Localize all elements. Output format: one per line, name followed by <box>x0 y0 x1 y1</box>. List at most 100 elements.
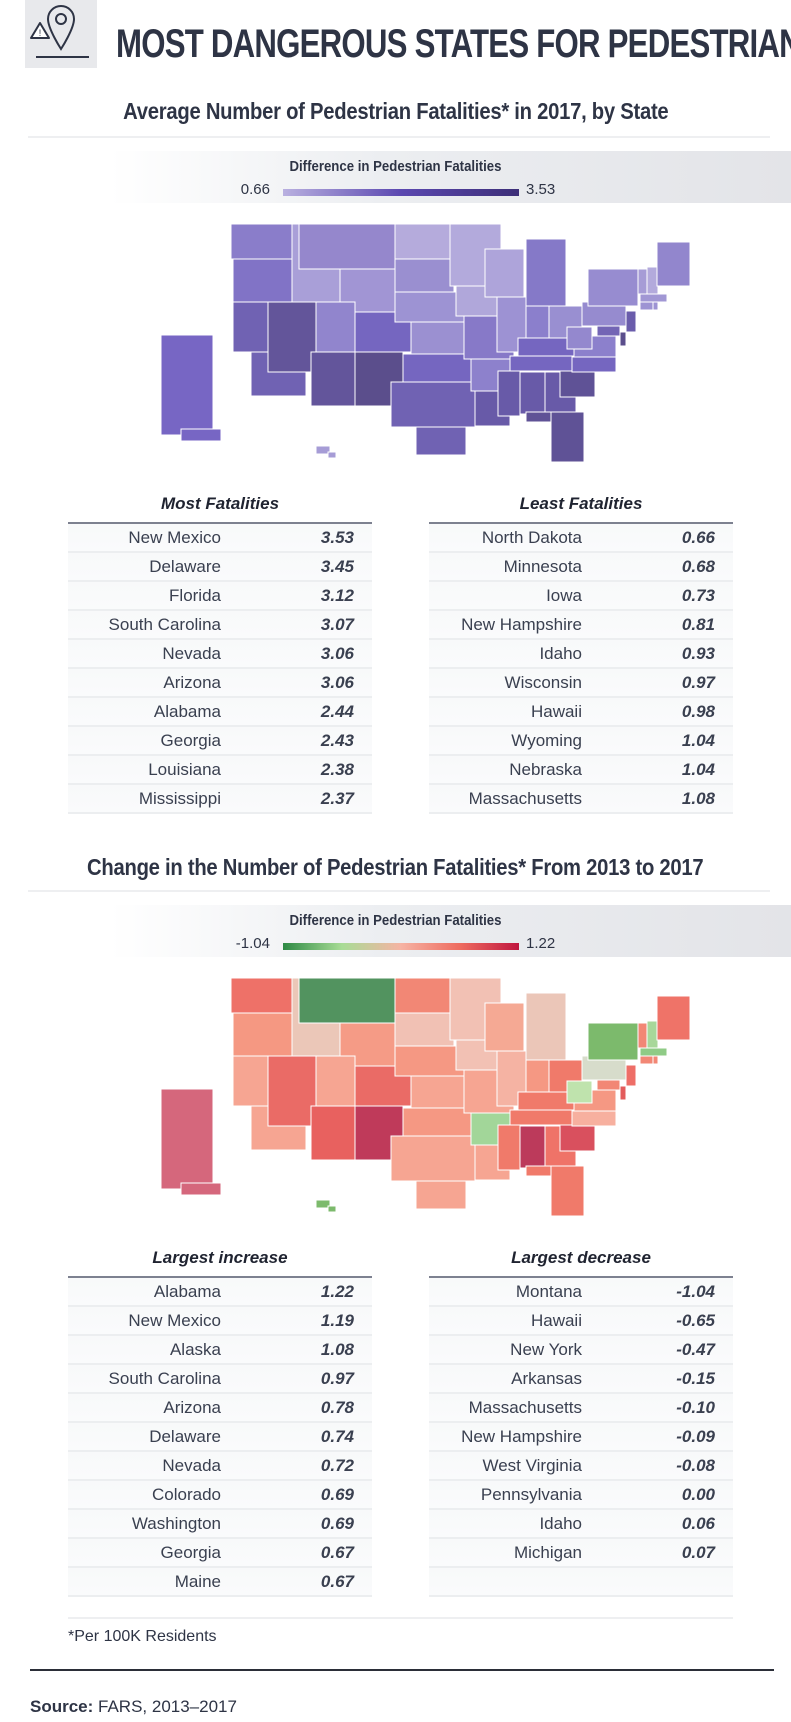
state-mt <box>298 223 396 270</box>
state-ks <box>410 321 472 355</box>
source: Source: FARS, 2013–2017 <box>30 1697 237 1717</box>
state-al <box>519 1125 546 1169</box>
state-wi <box>484 248 525 298</box>
table-row: Delaware 0.74 <box>68 1423 372 1452</box>
state-value: 2.38 <box>320 760 354 779</box>
state-nc <box>571 1110 617 1127</box>
state-ks <box>410 1075 472 1109</box>
state-name: Georgia <box>160 731 221 750</box>
table-row: Alabama 1.22 <box>68 1278 372 1307</box>
state-name: Idaho <box>539 644 582 663</box>
state-de <box>619 331 627 347</box>
state-name: Alabama <box>153 1282 221 1301</box>
state-ca <box>232 301 307 397</box>
table-row: Nevada 0.72 <box>68 1452 372 1481</box>
source-text: FARS, 2013–2017 <box>93 1697 237 1716</box>
state-name: Arizona <box>163 1398 221 1417</box>
state-mt <box>298 977 396 1024</box>
legend-title: Difference in Pedestrian Fatalities <box>289 912 502 929</box>
state-value: 0.97 <box>681 673 715 692</box>
state-name: Minnesota <box>503 557 582 576</box>
us-map-2017 <box>160 223 691 463</box>
state-vt <box>637 268 648 295</box>
state-ca <box>232 1055 307 1151</box>
state-value: -0.15 <box>676 1369 715 1388</box>
state-value: 1.19 <box>320 1311 354 1330</box>
state-hi <box>315 1199 337 1213</box>
table-heading: Least Fatalities <box>519 494 643 513</box>
state-value: 1.04 <box>681 731 715 750</box>
state-az <box>310 351 356 407</box>
state-value: 0.72 <box>320 1456 354 1475</box>
table-row: Alabama 2.44 <box>68 698 372 727</box>
state-me <box>656 241 691 287</box>
state-ma <box>639 293 668 303</box>
state-name: Arkansas <box>511 1369 582 1388</box>
state-name: Idaho <box>539 1514 582 1533</box>
state-name: Pennsylvania <box>480 1485 582 1504</box>
state-value: 1.22 <box>320 1282 354 1301</box>
state-sc <box>559 370 596 398</box>
state-mi <box>525 238 567 307</box>
table-row: South Carolina 0.97 <box>68 1365 372 1394</box>
state-sd <box>394 258 455 293</box>
page-title: MOST DANGEROUS STATES FOR PEDESTRIANS <box>116 22 791 66</box>
state-ky <box>517 337 575 357</box>
state-tx <box>390 381 482 456</box>
state-name: Louisiana <box>148 760 221 779</box>
state-name: New Hampshire <box>461 1427 582 1446</box>
state-tn <box>509 1109 573 1126</box>
state-nv <box>267 301 317 373</box>
table-row: Iowa 0.73 <box>429 582 733 611</box>
state-name: South Carolina <box>108 615 221 634</box>
state-name: Nebraska <box>509 760 582 779</box>
table-row: Wisconsin 0.97 <box>429 669 733 698</box>
table-row: New Mexico 3.53 <box>68 524 372 553</box>
table-largest-decrease: Largest decrease Montana -1.04 Hawaii -0.65… <box>429 1248 733 1597</box>
state-hi <box>315 445 337 459</box>
state-nj <box>625 310 637 333</box>
state-name: Delaware <box>149 1427 221 1446</box>
state-name: Massachusetts <box>468 789 582 808</box>
table-row: Massachusetts -0.10 <box>429 1394 733 1423</box>
state-name: West Virginia <box>482 1456 582 1475</box>
table-row: West Virginia -0.08 <box>429 1452 733 1481</box>
state-name: Hawaii <box>530 702 582 721</box>
legend-title: Difference in Pedestrian Fatalities <box>289 158 502 175</box>
state-ne <box>394 291 466 323</box>
table-row: Massachusetts 1.08 <box>429 785 733 814</box>
table-row: Idaho 0.06 <box>429 1510 733 1539</box>
table-row: Michigan 0.07 <box>429 1539 733 1568</box>
table-row: Colorado 0.69 <box>68 1481 372 1510</box>
state-value: 0.98 <box>681 702 715 721</box>
us-map-change <box>160 977 691 1217</box>
state-value: 0.67 <box>320 1572 354 1591</box>
state-md <box>596 325 621 337</box>
table-row: Delaware 3.45 <box>68 553 372 582</box>
state-me <box>656 995 691 1041</box>
state-value: 0.97 <box>320 1369 354 1388</box>
state-value: -1.04 <box>676 1282 715 1301</box>
table-row: Washington 0.69 <box>68 1510 372 1539</box>
table-row: Montana -1.04 <box>429 1278 733 1307</box>
table-row: Nebraska 1.04 <box>429 756 733 785</box>
legend-min: 0.66 <box>240 181 270 198</box>
state-ak <box>160 1088 222 1196</box>
state-name: New York <box>510 1340 582 1359</box>
state-name: New Mexico <box>128 1311 221 1330</box>
state-value: 0.67 <box>320 1543 354 1562</box>
state-ct <box>639 1055 654 1065</box>
state-value: 3.45 <box>320 557 354 576</box>
state-tx <box>390 1135 482 1210</box>
state-name: Alabama <box>153 702 221 721</box>
legend-color-bar <box>283 189 519 196</box>
table-row: Alaska 1.08 <box>68 1336 372 1365</box>
state-value: 0.69 <box>320 1514 354 1533</box>
state-wa <box>230 223 293 260</box>
state-name: North Dakota <box>481 528 582 547</box>
state-value: 0.73 <box>681 586 715 605</box>
state-nv <box>267 1055 317 1127</box>
state-or <box>232 1012 295 1057</box>
state-value: -0.09 <box>676 1427 715 1446</box>
state-name: Florida <box>169 586 221 605</box>
